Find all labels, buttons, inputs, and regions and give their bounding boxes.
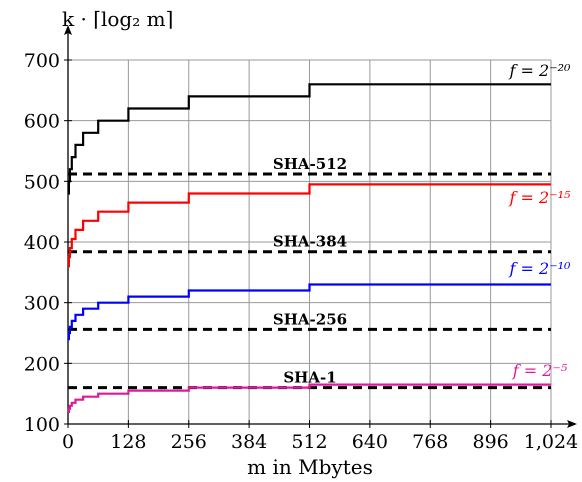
series-label-1: f = 2⁻¹⁵ <box>509 188 572 207</box>
y-axis-arrow <box>64 25 72 35</box>
x-tick-label-3: 384 <box>231 431 267 453</box>
x-tick-label-0: 0 <box>62 431 74 453</box>
x-axis-label: m in Mbytes <box>247 455 373 479</box>
y-tick-label-4: 500 <box>24 171 60 193</box>
y-axis-label: k · ⌈log₂ m⌉ <box>62 7 173 31</box>
reference-lines: SHA-512 SHA-384 SHA-256 SHA-1 <box>68 155 551 390</box>
y-tick-label-6: 700 <box>24 50 60 72</box>
y-tick-label-0: 100 <box>24 414 60 436</box>
x-tick-label-6: 768 <box>412 431 448 453</box>
x-tick-label-2: 256 <box>171 431 207 453</box>
series-line-1 <box>67 183 551 268</box>
x-tick-label-7: 896 <box>472 431 508 453</box>
grid <box>68 59 552 424</box>
series-line-3 <box>67 383 551 413</box>
reference-label-0: SHA-512 <box>273 155 347 173</box>
x-tick-label-5: 640 <box>352 431 388 453</box>
y-tick-label-5: 600 <box>24 111 60 133</box>
axes <box>64 25 577 428</box>
series-label-0: f = 2⁻²⁰ <box>509 61 572 80</box>
tick-labels: 0 128 256 384 512 640 768 896 1,024 100 200 300 400 5… <box>24 50 578 453</box>
reference-label-3: SHA-1 <box>283 369 336 387</box>
series-label-3: f = 2⁻⁵ <box>512 361 568 380</box>
y-tick-label-2: 300 <box>24 293 60 315</box>
y-tick-label-1: 200 <box>24 353 60 375</box>
series-label-2: f = 2⁻¹⁰ <box>509 259 572 278</box>
series-line-0 <box>67 83 551 195</box>
x-tick-label-8: 1,024 <box>524 431 578 453</box>
reference-label-2: SHA-256 <box>273 310 347 328</box>
series-lines: f = 2⁻²⁰ f = 2⁻¹⁵ f = 2⁻¹⁰ f = 2⁻⁵ <box>67 61 572 413</box>
x-axis-arrow <box>567 420 577 428</box>
x-tick-label-4: 512 <box>291 431 327 453</box>
series-line-2 <box>67 283 551 341</box>
y-tick-label-3: 400 <box>24 232 60 254</box>
x-tick-label-1: 128 <box>110 431 146 453</box>
reference-label-1: SHA-384 <box>273 233 347 251</box>
